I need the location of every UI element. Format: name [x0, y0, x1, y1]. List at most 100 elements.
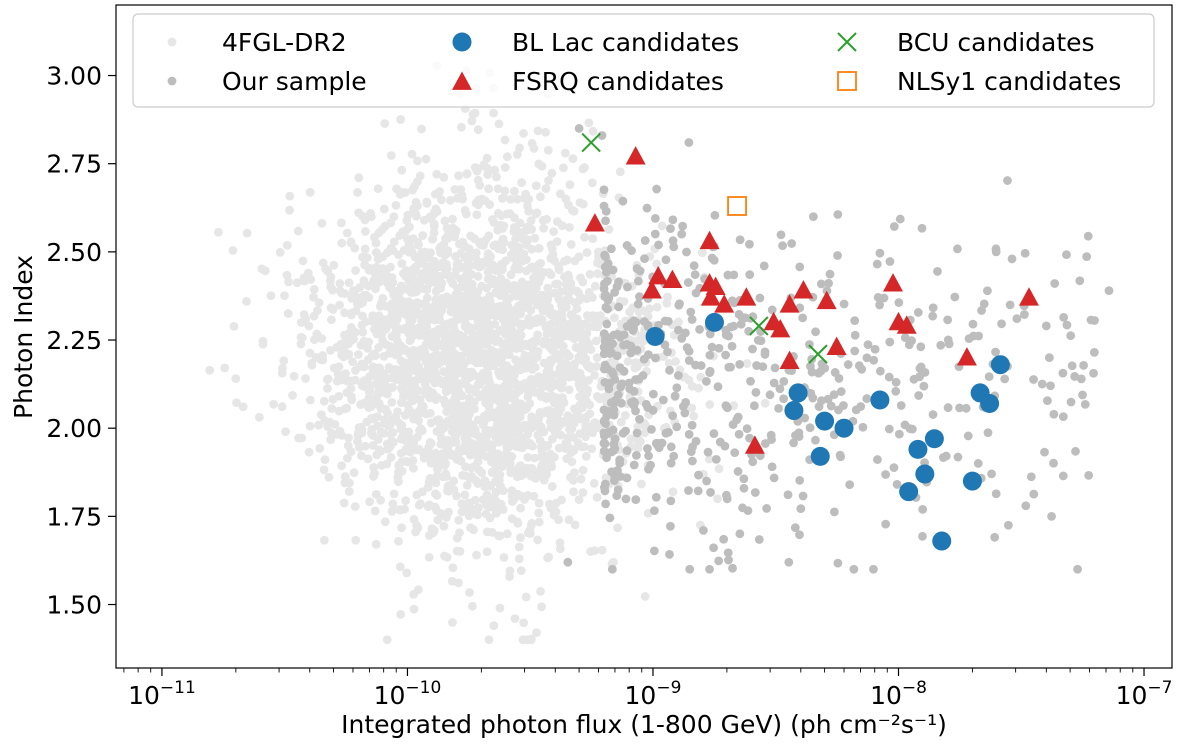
our-sample-point	[612, 351, 622, 361]
4fgl-dr2-point	[577, 403, 587, 413]
our-sample-point	[599, 417, 609, 426]
bl-lac-candidates-point	[815, 411, 835, 431]
4fgl-dr2-point	[472, 550, 481, 560]
4fgl-dr2-point	[553, 413, 562, 423]
4fgl-dr2-point	[521, 592, 531, 602]
y-tick-label: 1.50	[46, 591, 102, 620]
bl-lac-candidates-point	[990, 355, 1010, 375]
4fgl-dr2-point	[590, 281, 600, 291]
our-sample-point	[1029, 375, 1038, 384]
4fgl-dr2-point	[415, 426, 424, 436]
fsrq-candidates-point	[779, 294, 800, 313]
4fgl-dr2-point	[341, 351, 351, 361]
x-tick-label: 10−10	[374, 678, 442, 710]
4fgl-dr2-point	[370, 506, 380, 516]
4fgl-dr2-point	[536, 586, 545, 596]
4fgl-dr2-point	[524, 206, 534, 216]
our-sample-point	[687, 420, 697, 430]
4fgl-dr2-point	[475, 180, 485, 190]
our-sample-point	[622, 340, 632, 349]
our-sample-point	[798, 491, 808, 501]
4fgl-dr2-point	[519, 227, 529, 237]
4fgl-dr2-point	[401, 456, 411, 466]
4fgl-dr2-point	[493, 422, 503, 432]
our-sample-point	[710, 210, 720, 220]
4fgl-dr2-point	[579, 414, 589, 424]
our-sample-point	[666, 496, 676, 506]
our-sample-point	[1062, 250, 1071, 260]
4fgl-dr2-point	[460, 272, 470, 282]
4fgl-dr2-point	[494, 367, 503, 377]
4fgl-dr2-point	[592, 362, 601, 371]
4fgl-dr2-point	[431, 478, 441, 488]
4fgl-dr2-point	[442, 292, 452, 302]
our-sample-point	[1104, 286, 1114, 296]
4fgl-dr2-point	[687, 403, 697, 413]
4fgl-dr2-point	[516, 566, 526, 576]
4fgl-dr2-point	[610, 313, 619, 323]
our-sample-point	[622, 446, 632, 456]
our-sample-point	[904, 340, 914, 350]
legend-label: FSRQ candidates	[512, 67, 724, 96]
our-sample-point	[621, 494, 631, 504]
4fgl-dr2-point	[282, 240, 292, 250]
4fgl-dr2-point	[760, 398, 770, 408]
4fgl-dr2-point	[423, 502, 433, 511]
our-sample-point	[894, 429, 904, 439]
our-sample-point	[1083, 231, 1093, 241]
4fgl-dr2-point	[539, 223, 549, 233]
our-sample-point	[745, 433, 754, 443]
4fgl-dr2-point	[365, 497, 375, 507]
4fgl-dr2-point	[501, 372, 511, 382]
y-tick-label: 2.50	[46, 238, 102, 267]
our-sample-point	[599, 439, 609, 448]
4fgl-dr2-point	[662, 298, 672, 308]
4fgl-dr2-point	[454, 291, 464, 301]
4fgl-dr2-point	[386, 452, 396, 462]
4fgl-dr2-point	[539, 339, 549, 349]
our-sample-point	[884, 372, 894, 382]
4fgl-dr2-point	[402, 568, 412, 578]
our-sample-point	[928, 303, 938, 313]
4fgl-dr2-point	[465, 302, 475, 312]
4fgl-dr2-point	[483, 295, 493, 305]
4fgl-dr2-point	[360, 244, 370, 254]
our-sample-point	[649, 506, 659, 516]
4fgl-dr2-point	[527, 365, 537, 374]
4fgl-dr2-point	[354, 173, 364, 183]
4fgl-dr2-point	[551, 498, 561, 508]
4fgl-dr2-point	[482, 547, 492, 557]
4fgl-dr2-point	[501, 326, 511, 336]
our-sample-point	[1046, 381, 1055, 391]
our-sample-point	[790, 523, 800, 533]
4fgl-dr2-point	[408, 185, 417, 195]
4fgl-dr2-point	[564, 322, 574, 331]
our-sample-point	[666, 224, 675, 234]
series-bcu	[581, 132, 828, 364]
our-sample-point	[666, 458, 676, 468]
our-sample-point	[652, 184, 662, 194]
our-sample-point	[850, 316, 860, 325]
our-sample-point	[658, 395, 668, 405]
4fgl-dr2-point	[389, 237, 399, 247]
4fgl-dr2-point	[523, 235, 533, 245]
our-sample-point	[726, 362, 735, 372]
4fgl-dr2-point	[333, 369, 343, 379]
4fgl-dr2-point	[386, 383, 396, 393]
4fgl-dr2-point	[555, 381, 565, 391]
4fgl-dr2-point	[529, 144, 539, 153]
4fgl-dr2-point	[484, 184, 494, 194]
4fgl-dr2-point	[397, 259, 407, 268]
our-sample-point	[881, 470, 890, 479]
4fgl-dr2-point	[456, 122, 466, 132]
our-sample-point	[1089, 368, 1098, 378]
4fgl-dr2-point	[465, 588, 474, 597]
4fgl-dr2-point	[510, 264, 520, 273]
our-sample-point	[796, 504, 806, 513]
4fgl-dr2-point	[593, 258, 602, 268]
4fgl-dr2-point	[526, 216, 536, 226]
4fgl-dr2-point	[472, 166, 482, 176]
4fgl-dr2-point	[220, 363, 230, 373]
4fgl-dr2-point	[557, 365, 567, 375]
4fgl-dr2-point	[448, 563, 458, 573]
